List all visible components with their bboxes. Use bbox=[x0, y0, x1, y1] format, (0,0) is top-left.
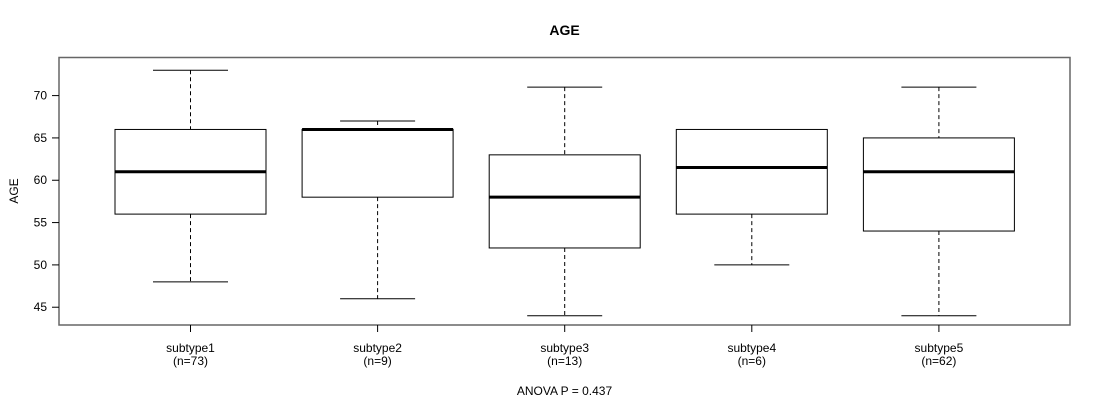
x-category-sublabel: (n=73) bbox=[173, 354, 208, 368]
x-category-label: subtype3 bbox=[540, 341, 589, 355]
y-axis-tick-label: 60 bbox=[34, 173, 48, 187]
iqr-box bbox=[675, 128, 828, 215]
y-axis-tick-label: 45 bbox=[34, 300, 48, 314]
y-axis-tick-label: 70 bbox=[34, 89, 48, 103]
iqr-box bbox=[301, 128, 454, 198]
iqr-box bbox=[488, 154, 641, 249]
x-category-label: subtype4 bbox=[727, 341, 776, 355]
iqr-box bbox=[862, 137, 1015, 232]
chart-title: AGE bbox=[549, 22, 580, 38]
x-category-label: subtype5 bbox=[915, 341, 964, 355]
x-category-label: subtype2 bbox=[353, 341, 402, 355]
x-category-sublabel: (n=13) bbox=[547, 354, 582, 368]
x-category-label: subtype1 bbox=[166, 341, 215, 355]
y-axis-tick-label: 55 bbox=[34, 216, 48, 230]
anova-p-annotation: ANOVA P = 0.437 bbox=[516, 384, 613, 398]
x-category-sublabel: (n=9) bbox=[363, 354, 391, 368]
y-axis-tick-label: 50 bbox=[34, 258, 48, 272]
y-axis-tick-label: 65 bbox=[34, 131, 48, 145]
x-category-sublabel: (n=62) bbox=[921, 354, 956, 368]
x-category-sublabel: (n=6) bbox=[738, 354, 766, 368]
